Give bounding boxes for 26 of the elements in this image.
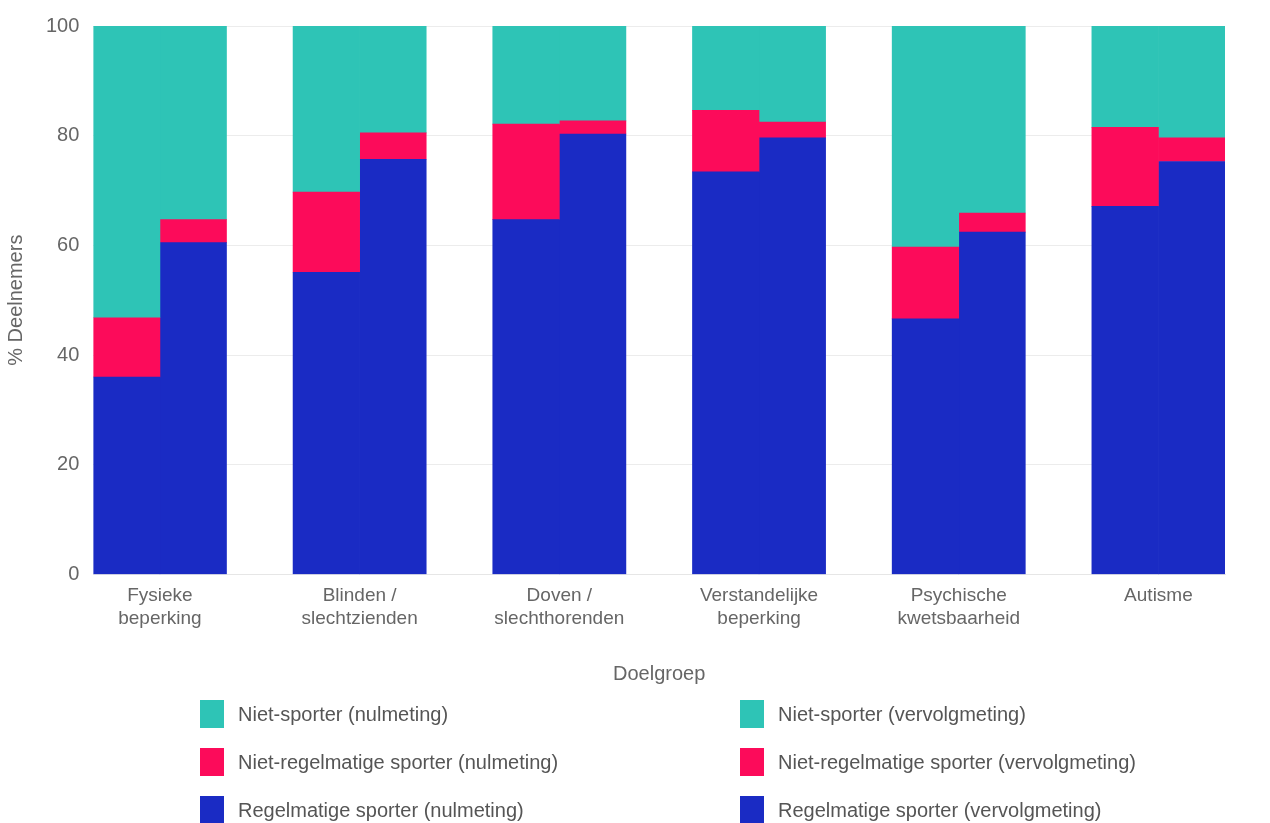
bar (159, 219, 227, 243)
x-tick-label: Autisme (1124, 584, 1193, 606)
legend-label: Regelmatige sporter (nulmeting) (238, 798, 524, 822)
legend-label: Regelmatige sporter (vervolgmeting) (778, 798, 1102, 822)
x-tick-label: Blinden / slechtzienden (301, 584, 418, 628)
x-tick-label: Psychische kwetsbaarheid (897, 584, 1020, 628)
y-tick-label: 20 (57, 452, 80, 475)
y-tick-label: 60 (57, 232, 80, 255)
y-tick-label: 40 (57, 342, 80, 365)
x-axis-title: Doelgroep (613, 661, 706, 684)
x-tick-label: Doven / slechthorenden (494, 584, 625, 628)
bar (891, 246, 960, 320)
y-tick-label: 0 (68, 561, 80, 584)
x-tick-label: Fysieke beperking (118, 584, 202, 628)
legend-label: Niet-sporter (vervolgmeting) (778, 702, 1026, 726)
y-tick-label: 100 (45, 13, 80, 36)
legend-label: Niet-regelmatige sporter (nulmeting) (238, 750, 559, 774)
legend-label: Niet-sporter (nulmeting) (238, 702, 449, 726)
bar (359, 132, 427, 160)
x-tick-label: Verstandelijke beperking (699, 584, 819, 628)
bar (292, 191, 360, 273)
bar (958, 212, 1026, 233)
y-tick-label: 80 (57, 123, 80, 146)
y-axis-title: % Deelnemers (3, 234, 26, 366)
legend-label: Niet-regelmatige sporter (vervolgmeting) (778, 750, 1136, 774)
bar (93, 317, 161, 378)
